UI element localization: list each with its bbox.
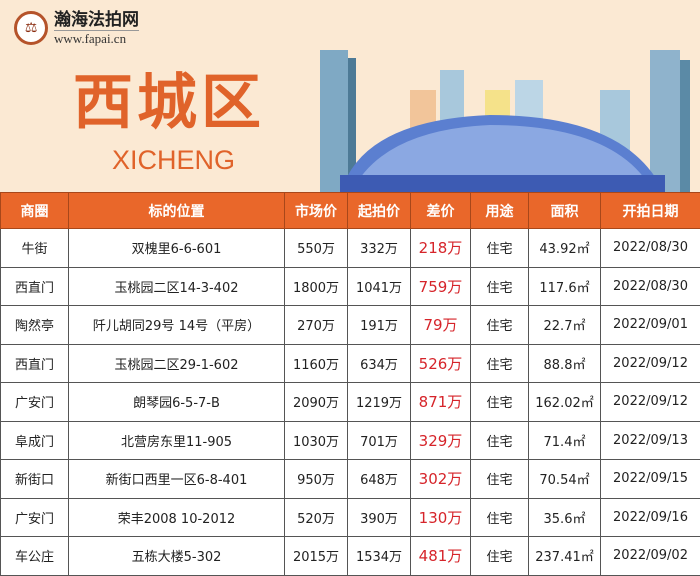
cell-auction-date: 2022/09/16 — [601, 498, 700, 537]
cell-market-price: 550万 — [285, 229, 348, 268]
cell-location: 双槐里6-6-601 — [69, 229, 285, 268]
cell-price-difference: 759万 — [411, 267, 471, 306]
cell-market-price: 1030万 — [285, 421, 348, 460]
cell-location: 北营房东里11-905 — [69, 421, 285, 460]
cell-price-difference: 130万 — [411, 498, 471, 537]
cell-district: 新街口 — [1, 460, 69, 499]
cell-usage: 住宅 — [471, 306, 529, 345]
cell-market-price: 520万 — [285, 498, 348, 537]
cell-district: 阜成门 — [1, 421, 69, 460]
cell-auction-date: 2022/09/13 — [601, 421, 700, 460]
cell-area: 35.6㎡ — [529, 498, 601, 537]
cell-area: 88.8㎡ — [529, 344, 601, 383]
cell-market-price: 1800万 — [285, 267, 348, 306]
cell-price-difference: 302万 — [411, 460, 471, 499]
cell-district: 广安门 — [1, 498, 69, 537]
brand-logo: ⚖ 瀚海法拍网 www.fapai.cn — [14, 10, 139, 46]
cell-auction-date: 2022/08/30 — [601, 229, 700, 268]
column-header-auction-date: 开拍日期 — [601, 193, 700, 229]
gavel-seal-icon: ⚖ — [14, 11, 48, 45]
brand-url: www.fapai.cn — [54, 30, 139, 46]
cell-location: 玉桃园二区14-3-402 — [69, 267, 285, 306]
cell-district: 西直门 — [1, 344, 69, 383]
cell-starting-price: 701万 — [348, 421, 411, 460]
cell-district: 车公庄 — [1, 537, 69, 576]
cell-usage: 住宅 — [471, 229, 529, 268]
cell-location: 阡儿胡同29号 14号（平房） — [69, 306, 285, 345]
cell-starting-price: 191万 — [348, 306, 411, 345]
cell-usage: 住宅 — [471, 383, 529, 422]
cell-price-difference: 481万 — [411, 537, 471, 576]
column-header-district: 商圈 — [1, 193, 69, 229]
table-header-row: 商圈标的位置市场价起拍价差价用途面积开拍日期 — [1, 193, 700, 229]
cell-location: 朗琴园6-5-7-B — [69, 383, 285, 422]
cell-usage: 住宅 — [471, 344, 529, 383]
cell-starting-price: 648万 — [348, 460, 411, 499]
skyline-illustration — [300, 30, 700, 192]
cell-district: 牛街 — [1, 229, 69, 268]
cell-market-price: 1160万 — [285, 344, 348, 383]
cell-area: 22.7㎡ — [529, 306, 601, 345]
cell-district: 陶然亭 — [1, 306, 69, 345]
cell-area: 70.54㎡ — [529, 460, 601, 499]
cell-area: 117.6㎡ — [529, 267, 601, 306]
brand-name: 瀚海法拍网 — [54, 10, 139, 30]
cell-district: 西直门 — [1, 267, 69, 306]
district-title: 西城区 — [73, 68, 265, 138]
cell-price-difference: 79万 — [411, 306, 471, 345]
cell-price-difference: 526万 — [411, 344, 471, 383]
column-header-price-difference: 差价 — [411, 193, 471, 229]
cell-area: 43.92㎡ — [529, 229, 601, 268]
cell-auction-date: 2022/09/15 — [601, 460, 700, 499]
cell-area: 71.4㎡ — [529, 421, 601, 460]
cell-district: 广安门 — [1, 383, 69, 422]
cell-market-price: 2090万 — [285, 383, 348, 422]
cell-usage: 住宅 — [471, 498, 529, 537]
cell-location: 玉桃园二区29-1-602 — [69, 344, 285, 383]
column-header-location: 标的位置 — [69, 193, 285, 229]
cell-auction-date: 2022/08/30 — [601, 267, 700, 306]
cell-auction-date: 2022/09/12 — [601, 383, 700, 422]
cell-starting-price: 390万 — [348, 498, 411, 537]
column-header-starting-price: 起拍价 — [348, 193, 411, 229]
cell-starting-price: 1041万 — [348, 267, 411, 306]
cell-area: 162.02㎡ — [529, 383, 601, 422]
cell-starting-price: 1219万 — [348, 383, 411, 422]
cell-starting-price: 332万 — [348, 229, 411, 268]
cell-price-difference: 329万 — [411, 421, 471, 460]
cell-location: 新街口西里一区6-8-401 — [69, 460, 285, 499]
cell-usage: 住宅 — [471, 460, 529, 499]
cell-location: 荣丰2008 10-2012 — [69, 498, 285, 537]
cell-price-difference: 871万 — [411, 383, 471, 422]
cell-usage: 住宅 — [471, 537, 529, 576]
cell-market-price: 2015万 — [285, 537, 348, 576]
district-subtitle: XICHENG — [112, 144, 235, 176]
cell-starting-price: 634万 — [348, 344, 411, 383]
column-header-area: 面积 — [529, 193, 601, 229]
cell-auction-date: 2022/09/01 — [601, 306, 700, 345]
column-header-usage: 用途 — [471, 193, 529, 229]
cell-area: 237.41㎡ — [529, 537, 601, 576]
cell-market-price: 270万 — [285, 306, 348, 345]
cell-starting-price: 1534万 — [348, 537, 411, 576]
cell-usage: 住宅 — [471, 267, 529, 306]
cell-usage: 住宅 — [471, 421, 529, 460]
cell-location: 五栋大楼5-302 — [69, 537, 285, 576]
cell-price-difference: 218万 — [411, 229, 471, 268]
column-header-market-price: 市场价 — [285, 193, 348, 229]
cell-auction-date: 2022/09/12 — [601, 344, 700, 383]
cell-market-price: 950万 — [285, 460, 348, 499]
cell-auction-date: 2022/09/02 — [601, 537, 700, 576]
banner: ⚖ 瀚海法拍网 www.fapai.cn 西城区 XICHENG — [0, 0, 700, 192]
